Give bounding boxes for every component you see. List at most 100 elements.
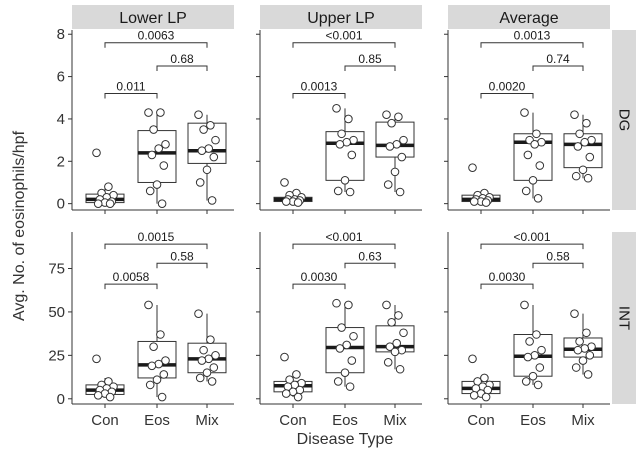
x-tick-label: Mix [195, 412, 219, 429]
data-point [390, 167, 400, 177]
data-point [197, 356, 207, 365]
data-point [397, 152, 407, 162]
data-point [161, 356, 170, 365]
data-point [525, 337, 534, 346]
p-value-label: <0.001 [513, 230, 550, 244]
comparison-bracket [104, 283, 158, 290]
data-point [520, 300, 529, 310]
data-point [387, 318, 396, 327]
data-point [337, 129, 346, 139]
data-point [399, 135, 408, 145]
p-value-label: 0.68 [170, 52, 194, 66]
data-point [582, 328, 591, 338]
comparison-bracket [156, 65, 208, 71]
y-tick-label: 25 [48, 347, 65, 364]
panel-average-dg: 0.0020 0.74 0.0013 [444, 29, 610, 214]
column-strip [72, 5, 234, 29]
data-point [385, 142, 395, 151]
data-point [469, 391, 479, 400]
p-value-label: 0.74 [546, 52, 570, 66]
data-point [207, 377, 217, 386]
data-point [206, 120, 215, 130]
data-point [332, 298, 341, 308]
comparison-bracket [156, 262, 208, 269]
data-point [281, 197, 291, 206]
data-point [469, 197, 479, 206]
column-strip-label: Average [499, 10, 558, 27]
y-tick-label: 2 [57, 153, 65, 170]
data-point [335, 140, 345, 149]
data-point [344, 114, 353, 124]
data-point [382, 300, 391, 310]
data-point [194, 110, 203, 120]
data-point [533, 194, 543, 203]
p-value-label: 0.63 [358, 249, 382, 263]
data-point [156, 108, 165, 117]
data-point [570, 309, 579, 318]
data-point [340, 176, 350, 185]
p-value-label: 0.58 [170, 249, 194, 263]
data-point [523, 150, 533, 160]
comparison-bracket [104, 93, 158, 99]
p-value-label: 0.0030 [489, 270, 526, 284]
data-point [571, 363, 581, 372]
data-point [395, 187, 405, 197]
data-point [147, 361, 157, 371]
data-point [199, 345, 208, 355]
data-point [280, 178, 289, 187]
data-point [207, 196, 217, 205]
column-strip-label: Lower LP [119, 10, 187, 27]
row-strip-label: INT [616, 306, 633, 330]
data-point [583, 173, 593, 183]
panel-upper-lp-dg: 0.0013 0.85 <0.001 [256, 29, 422, 214]
data-point [152, 375, 162, 384]
data-point [535, 161, 545, 170]
comparison-bracket [292, 93, 346, 99]
data-point [383, 358, 393, 367]
comparison-bracket [532, 65, 584, 71]
data-point [194, 309, 203, 318]
data-point [521, 186, 531, 196]
data-point [570, 110, 579, 120]
x-axis-label: Disease Type [297, 431, 394, 448]
data-point [92, 148, 101, 158]
data-point [159, 161, 169, 170]
comparison-bracket [344, 262, 396, 269]
data-point [345, 187, 355, 197]
comparison-bracket [104, 42, 208, 48]
data-point [578, 356, 588, 365]
data-point [92, 354, 101, 364]
data-point [521, 377, 531, 386]
data-point [394, 311, 403, 320]
data-point [147, 150, 157, 160]
data-point [145, 186, 155, 196]
data-point [281, 389, 291, 398]
data-point [144, 108, 153, 117]
data-point [206, 335, 215, 345]
comparison-bracket [292, 283, 346, 290]
column-strip-label: Upper LP [307, 10, 375, 27]
row-strip [612, 232, 636, 404]
data-point [342, 340, 352, 350]
data-point [468, 163, 477, 172]
comparison-bracket [292, 243, 396, 250]
data-point [580, 137, 590, 147]
x-tick-label: Eos [520, 412, 546, 429]
data-point [387, 118, 396, 128]
data-point [144, 300, 153, 310]
data-point [528, 371, 538, 381]
comparison-bracket [532, 262, 584, 269]
data-point [293, 198, 303, 207]
column-strip [448, 5, 610, 29]
data-point [537, 345, 546, 355]
data-point [211, 135, 220, 145]
data-point [197, 146, 207, 156]
data-point [481, 198, 491, 207]
p-value-label: 0.0013 [301, 80, 338, 94]
data-point [345, 382, 355, 391]
data-point [481, 392, 491, 402]
y-tick-label: 8 [57, 26, 65, 43]
box [137, 130, 177, 183]
data-point [383, 180, 393, 189]
y-tick-label: 75 [48, 260, 65, 277]
